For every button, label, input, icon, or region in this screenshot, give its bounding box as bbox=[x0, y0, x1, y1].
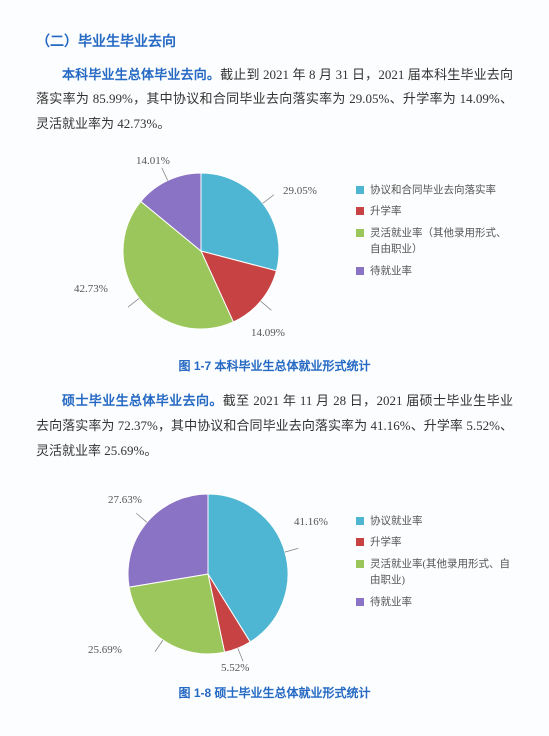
pct-label: 25.69% bbox=[88, 640, 122, 661]
legend-label: 待就业率 bbox=[370, 264, 412, 280]
legend-item: 协议就业率 bbox=[356, 514, 510, 530]
paragraph-2: 硕士毕业生总体毕业去向。截至 2021 年 11 月 28 日，2021 届硕士… bbox=[36, 389, 513, 463]
legend-item: 升学率 bbox=[356, 204, 510, 220]
legend-item: 协议和合同毕业去向落实率 bbox=[356, 183, 510, 199]
caption-1-8: 图 1-8 硕士毕业生总体就业形式统计 bbox=[36, 682, 513, 705]
pct-label: 42.73% bbox=[74, 279, 108, 300]
legend-item: 灵活就业率（其他录用形式、自由职业） bbox=[356, 226, 510, 258]
pct-label: 29.05% bbox=[283, 181, 317, 202]
legend-swatch bbox=[356, 560, 364, 568]
para1-lead: 本科毕业生总体毕业去向。 bbox=[62, 67, 220, 82]
legend-label: 升学率 bbox=[370, 535, 402, 551]
legend-swatch bbox=[356, 598, 364, 606]
legend-swatch bbox=[356, 267, 364, 275]
legend-label: 协议就业率 bbox=[370, 514, 423, 530]
figure-1-7: 29.05% 14.09% 42.73% 14.01% 协议和合同毕业去向落实率升学率灵… bbox=[36, 143, 513, 353]
figure-1-8: 41.16% 5.52% 25.69% 27.63% 协议就业率升学率灵活就业率(其他录… bbox=[36, 470, 513, 680]
legend-label: 灵活就业率（其他录用形式、自由职业） bbox=[370, 226, 510, 258]
pct-label: 41.16% bbox=[294, 512, 328, 533]
legend-item: 待就业率 bbox=[356, 595, 510, 611]
legend: 协议和合同毕业去向落实率升学率灵活就业率（其他录用形式、自由职业） 待就业率 bbox=[356, 183, 510, 286]
legend-label: 待就业率 bbox=[370, 595, 412, 611]
pct-label: 5.52% bbox=[221, 658, 249, 679]
legend-swatch bbox=[356, 186, 364, 194]
legend-label: 协议和合同毕业去向落实率 bbox=[370, 183, 496, 199]
pct-label: 27.63% bbox=[108, 490, 142, 511]
para2-lead: 硕士毕业生总体毕业去向。 bbox=[62, 393, 223, 408]
legend-swatch bbox=[356, 229, 364, 237]
legend-item: 升学率 bbox=[356, 535, 510, 551]
legend-swatch bbox=[356, 517, 364, 525]
legend: 协议就业率升学率灵活就业率(其他录用形式、自由职业) 待就业率 bbox=[356, 514, 510, 617]
pie-slice bbox=[129, 574, 224, 654]
legend-item: 待就业率 bbox=[356, 264, 510, 280]
pct-label: 14.09% bbox=[251, 323, 285, 344]
section-title: （二）毕业生毕业去向 bbox=[36, 28, 513, 55]
paragraph-1: 本科毕业生总体毕业去向。截止到 2021 年 8 月 31 日，2021 届本科… bbox=[36, 63, 513, 137]
legend-swatch bbox=[356, 207, 364, 215]
legend-swatch bbox=[356, 538, 364, 546]
legend-label: 升学率 bbox=[370, 204, 402, 220]
legend-label: 灵活就业率(其他录用形式、自由职业) bbox=[370, 557, 510, 589]
legend-item: 灵活就业率(其他录用形式、自由职业) bbox=[356, 557, 510, 589]
caption-1-7: 图 1-7 本科毕业生总体就业形式统计 bbox=[36, 355, 513, 378]
pct-label: 14.01% bbox=[136, 151, 170, 172]
